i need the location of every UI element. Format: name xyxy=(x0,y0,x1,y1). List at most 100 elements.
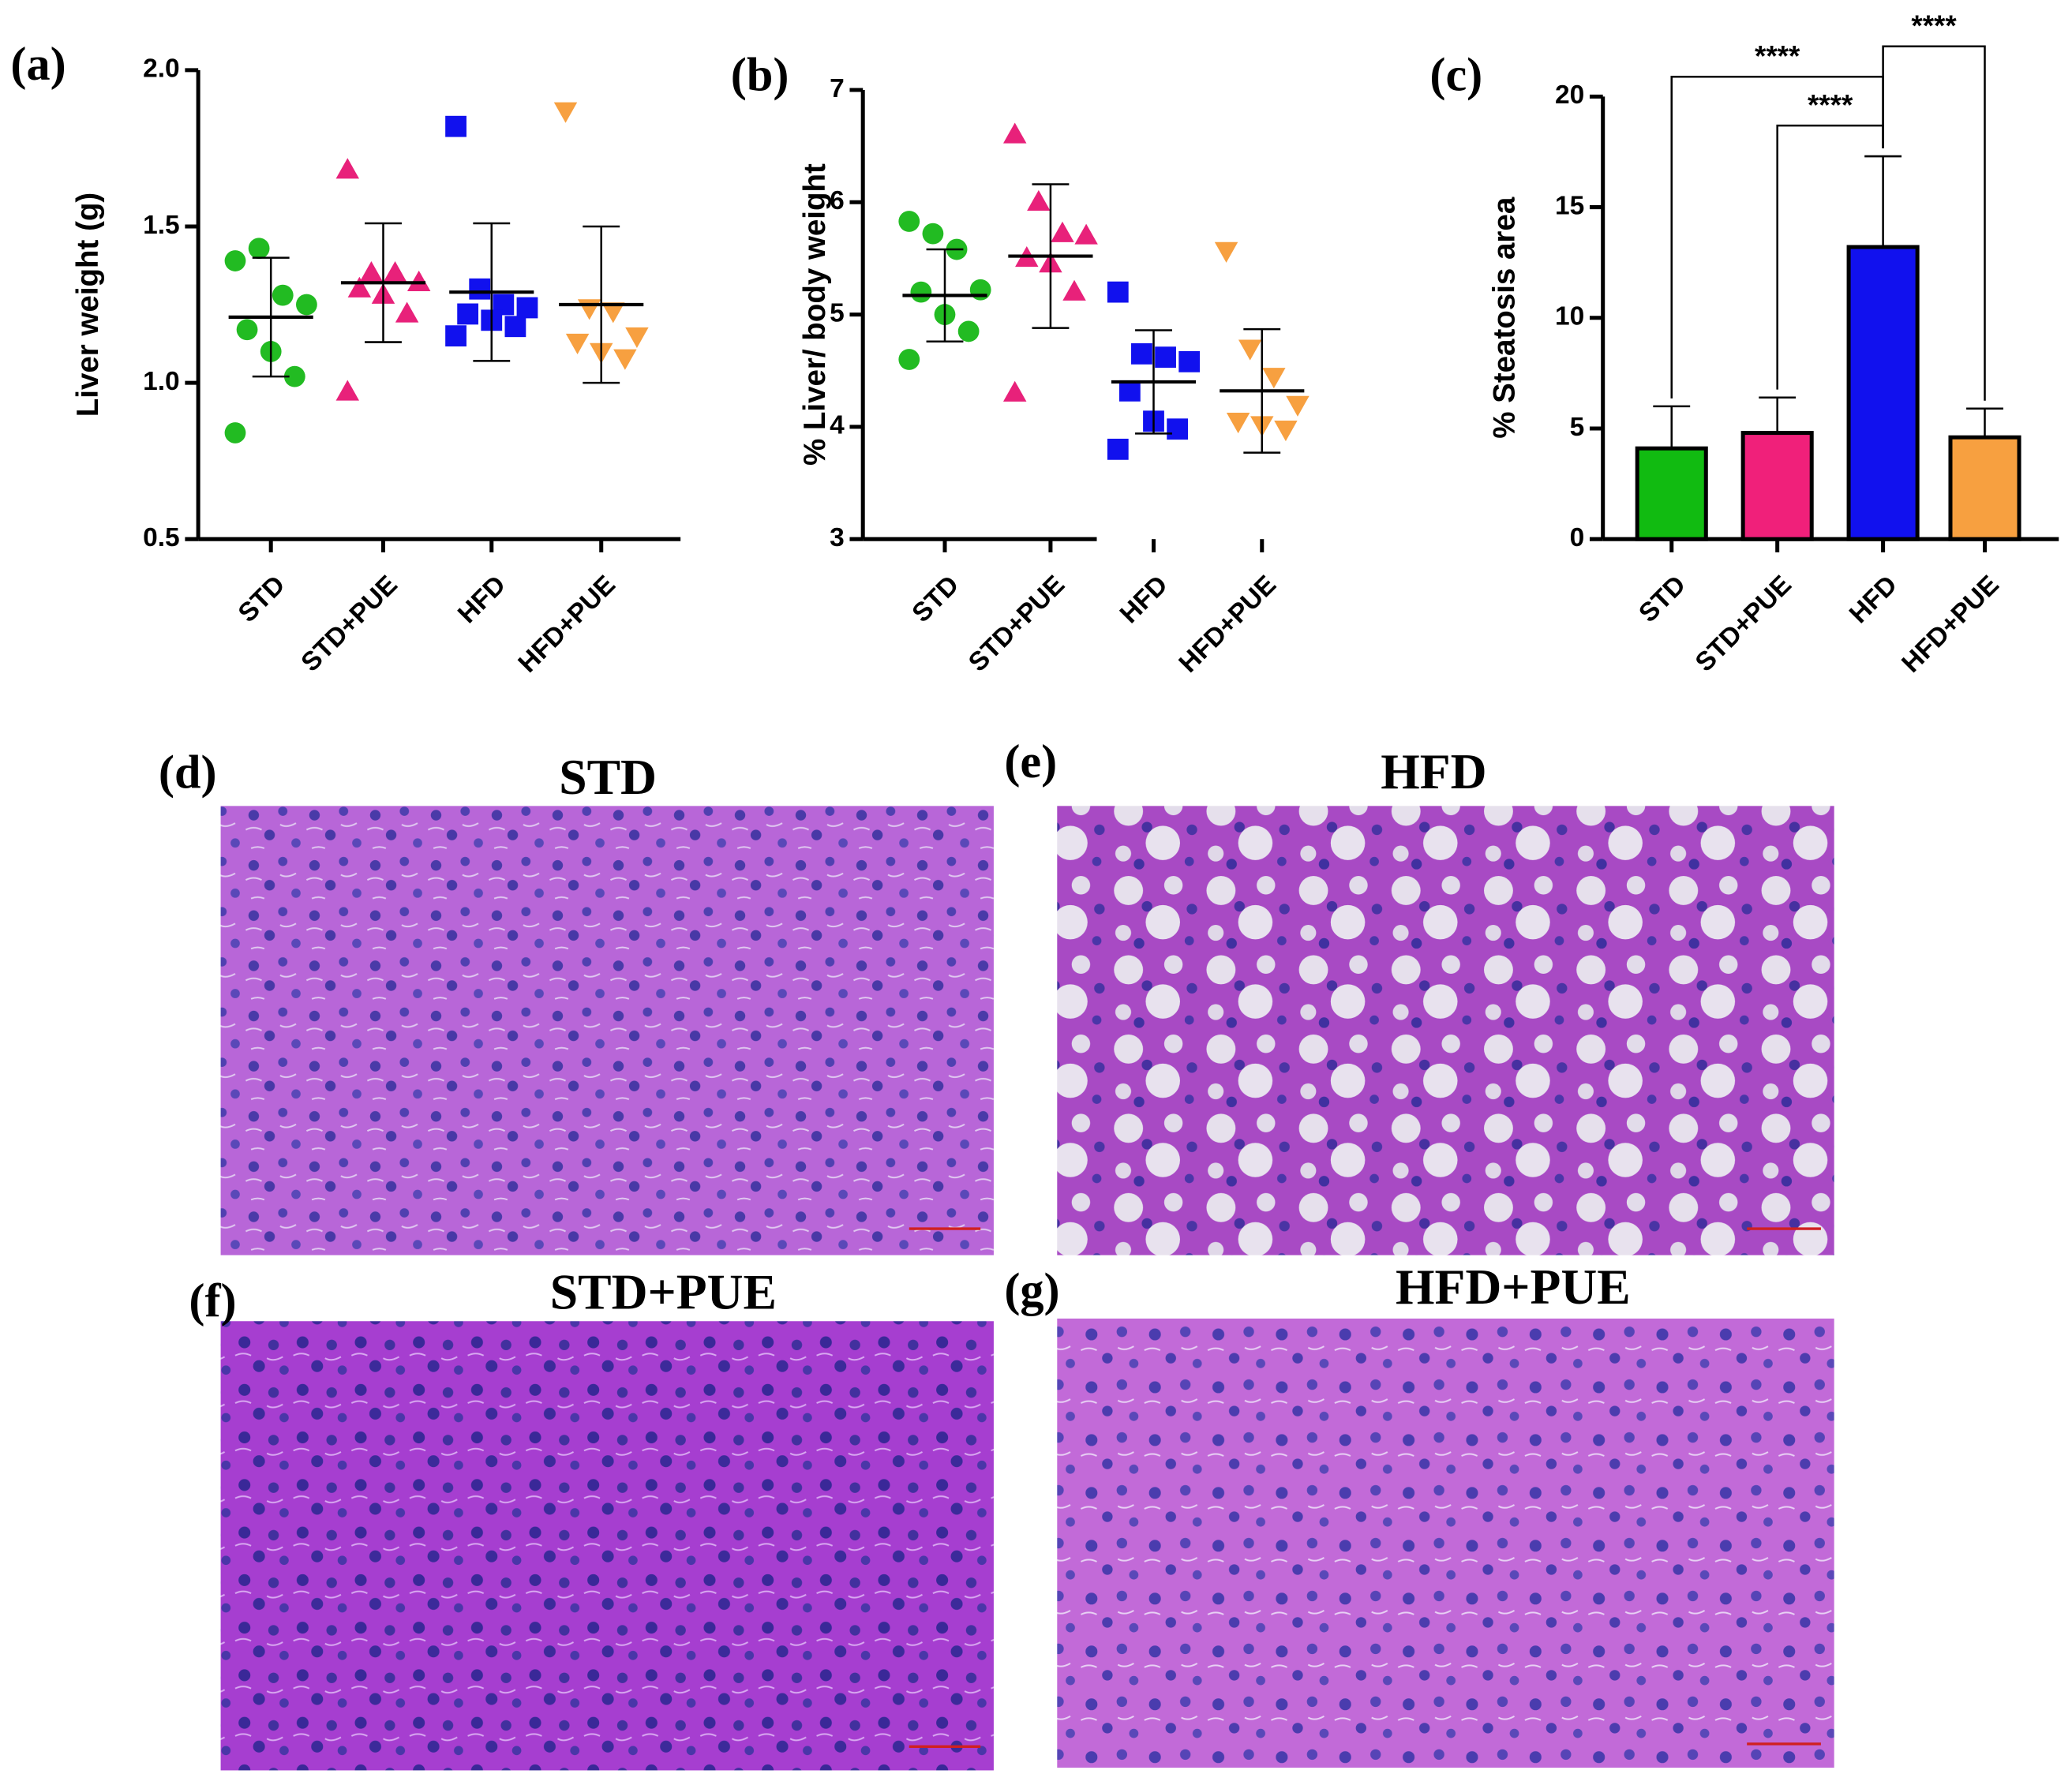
y-tick-label: 1.0 xyxy=(143,367,180,396)
data-point xyxy=(898,349,920,370)
panel-title: HFD xyxy=(1381,743,1486,799)
histology-d xyxy=(220,806,994,1255)
data-point xyxy=(969,279,991,301)
data-point xyxy=(1131,342,1152,365)
y-tick-label: 5 xyxy=(830,298,845,327)
data-point xyxy=(445,325,466,347)
data-point xyxy=(1155,346,1176,369)
panel-label: (b) xyxy=(731,48,789,101)
y-axis-label: % Steatosis area xyxy=(1488,196,1522,439)
data-point xyxy=(1002,122,1027,144)
y-tick-label: 7 xyxy=(830,74,845,103)
panel-label: (e) xyxy=(1004,735,1057,788)
y-axis-label: Liver weight (g) xyxy=(71,193,105,417)
error-bar xyxy=(1032,183,1070,329)
y-tick-label: 6 xyxy=(830,186,845,215)
data-point xyxy=(236,319,258,341)
data-point xyxy=(1051,221,1074,242)
y-tick-label: 20 xyxy=(1555,80,1584,110)
data-point xyxy=(383,261,407,283)
error-bar xyxy=(365,222,402,343)
panel-label: (g) xyxy=(1004,1264,1059,1317)
data-point xyxy=(1167,418,1189,440)
y-tick-label: 2.0 xyxy=(143,54,180,84)
panel-label: (a) xyxy=(10,38,66,91)
data-point xyxy=(335,158,360,179)
x-tick-label: HFD+PUE xyxy=(513,570,621,678)
x-tick-label: STD xyxy=(1634,570,1692,627)
y-axis-label: % Liver/ body weight xyxy=(798,163,832,466)
data-point xyxy=(1274,421,1298,442)
data-point xyxy=(516,297,538,319)
data-point xyxy=(445,115,466,137)
bar xyxy=(1740,431,1814,541)
data-point xyxy=(1107,438,1129,460)
data-point xyxy=(898,211,920,232)
data-point xyxy=(395,301,419,323)
error-bar xyxy=(252,256,290,378)
data-point xyxy=(272,284,294,306)
data-point xyxy=(335,380,360,401)
data-point xyxy=(1238,339,1262,361)
data-point xyxy=(504,316,526,338)
x-tick-label: STD xyxy=(233,570,290,627)
bar xyxy=(1846,245,1920,541)
bar xyxy=(1635,446,1708,541)
y-tick-label: 4 xyxy=(830,411,845,440)
data-point xyxy=(565,333,590,354)
x-tick-label: STD+PUE xyxy=(963,570,1070,677)
data-point xyxy=(283,365,305,387)
data-point xyxy=(625,327,649,349)
y-tick-label: 1.5 xyxy=(143,211,180,240)
data-point xyxy=(224,250,246,271)
data-point xyxy=(1178,350,1201,372)
data-point xyxy=(553,102,578,123)
significance-label: **** xyxy=(1755,40,1800,73)
x-tick-label: STD+PUE xyxy=(296,570,403,677)
data-point xyxy=(910,281,932,303)
error-bar xyxy=(1864,155,1902,248)
data-point xyxy=(224,422,246,443)
data-point xyxy=(1226,413,1250,434)
x-tick-label: HFD xyxy=(452,570,511,629)
bar xyxy=(1948,435,2021,541)
data-point xyxy=(407,270,431,292)
error-bar xyxy=(473,222,511,362)
error-bar xyxy=(926,248,964,342)
data-point xyxy=(359,261,384,283)
data-point xyxy=(601,302,625,324)
y-tick-label: 3 xyxy=(830,523,845,552)
data-point xyxy=(957,320,980,342)
y-tick-label: 5 xyxy=(1570,413,1585,442)
significance-label: **** xyxy=(1808,88,1853,121)
error-bar xyxy=(1759,396,1797,433)
x-tick-label: HFD+PUE xyxy=(1897,570,2005,678)
error-bar xyxy=(1966,407,2003,438)
data-point xyxy=(457,303,479,325)
histology-g xyxy=(1057,1318,1834,1768)
data-point xyxy=(1214,241,1238,263)
data-point xyxy=(922,223,944,245)
data-point xyxy=(577,299,601,320)
data-point xyxy=(1074,223,1098,245)
error-bar xyxy=(583,225,620,384)
error-bar xyxy=(1653,405,1691,449)
error-bar xyxy=(1243,327,1281,454)
y-tick-label: 10 xyxy=(1555,302,1584,331)
data-point xyxy=(1107,281,1129,303)
panel-label: (c) xyxy=(1429,48,1482,101)
x-tick-label: HFD+PUE xyxy=(1174,570,1282,678)
data-point xyxy=(1286,395,1310,417)
error-bar xyxy=(1135,329,1172,435)
data-point xyxy=(296,294,317,316)
data-point xyxy=(1118,380,1141,402)
data-point xyxy=(469,278,491,300)
x-tick-label: STD+PUE xyxy=(1690,570,1797,677)
y-tick-label: 0 xyxy=(1570,523,1585,552)
x-tick-label: HFD xyxy=(1115,570,1174,629)
data-point xyxy=(347,276,372,298)
data-point xyxy=(1002,380,1027,402)
y-tick-label: 15 xyxy=(1555,191,1584,220)
panel-label: (d) xyxy=(159,746,217,799)
